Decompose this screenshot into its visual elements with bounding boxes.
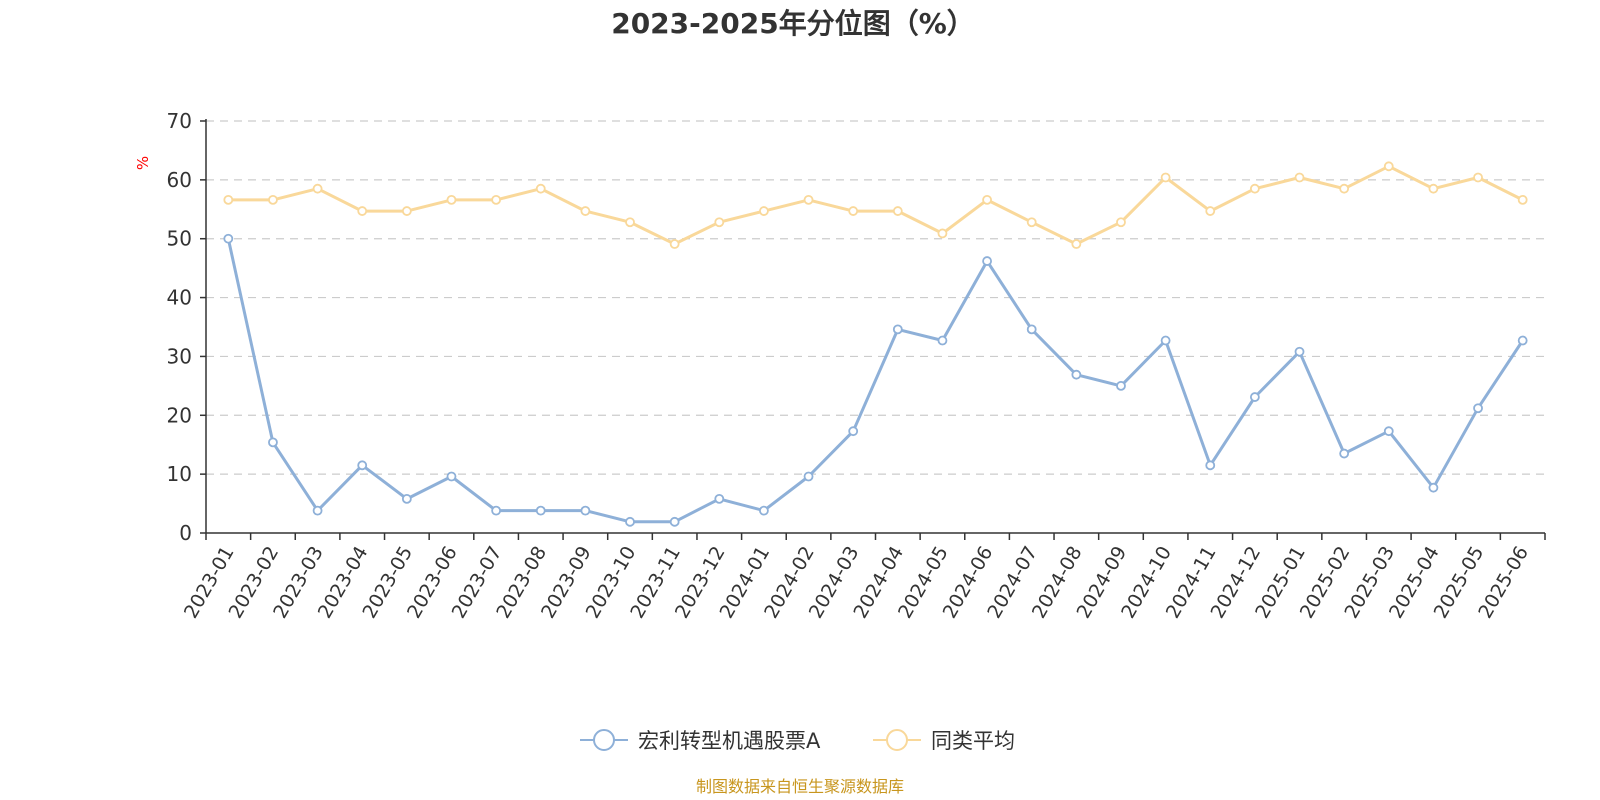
data-point bbox=[268, 194, 278, 205]
y-tick-label: 70 bbox=[167, 109, 192, 133]
data-point bbox=[848, 206, 859, 216]
data-point bbox=[580, 206, 591, 216]
data-point bbox=[1473, 403, 1483, 414]
x-axis-ticks: 2023-012023-022023-032023-042023-052023-… bbox=[180, 533, 1546, 622]
data-point bbox=[759, 505, 769, 516]
data-point bbox=[580, 505, 591, 516]
data-point bbox=[446, 471, 457, 482]
y-axis-unit: % bbox=[134, 156, 152, 170]
data-point bbox=[223, 233, 234, 244]
data-point bbox=[759, 206, 769, 216]
legend[interactable]: 宏利转型机遇股票A 同类平均 bbox=[580, 729, 1015, 753]
data-point bbox=[1249, 183, 1260, 194]
data-point bbox=[1428, 482, 1439, 493]
data-point bbox=[1116, 380, 1126, 391]
legend-item-1[interactable]: 宏利转型机遇股票A bbox=[580, 729, 821, 753]
series-line bbox=[226, 238, 1524, 524]
data-point bbox=[625, 516, 635, 527]
data-point bbox=[982, 256, 992, 266]
data-point bbox=[1249, 392, 1260, 402]
data-point bbox=[1294, 172, 1305, 183]
data-point bbox=[937, 335, 948, 346]
data-point bbox=[1517, 194, 1528, 205]
data-point bbox=[714, 217, 725, 228]
data-point bbox=[669, 516, 680, 527]
y-tick-label: 0 bbox=[179, 521, 192, 545]
legend-marker bbox=[593, 729, 615, 751]
series-1 bbox=[223, 233, 1528, 527]
legend-label: 宏利转型机遇股票A bbox=[638, 729, 821, 753]
source-note: 制图数据来自恒生聚源数据库 bbox=[696, 777, 904, 796]
data-point bbox=[1116, 217, 1126, 228]
data-point bbox=[535, 183, 546, 194]
data-point bbox=[491, 194, 502, 205]
data-point bbox=[1339, 183, 1350, 194]
data-point bbox=[803, 194, 814, 205]
data-point bbox=[1071, 239, 1082, 249]
data-point bbox=[1071, 369, 1082, 380]
data-point bbox=[446, 194, 457, 205]
data-point bbox=[1205, 206, 1216, 216]
gridlines bbox=[206, 120, 1545, 475]
data-point bbox=[937, 228, 948, 239]
data-point bbox=[312, 505, 323, 516]
y-tick-label: 20 bbox=[167, 403, 192, 427]
data-point bbox=[1428, 183, 1439, 194]
data-point bbox=[268, 437, 278, 448]
data-point bbox=[535, 505, 546, 516]
data-point bbox=[491, 505, 502, 516]
data-point bbox=[1383, 426, 1394, 437]
data-point bbox=[1160, 335, 1171, 346]
axes bbox=[205, 119, 1545, 534]
legend-label: 同类平均 bbox=[931, 729, 1015, 753]
y-tick-label: 40 bbox=[167, 286, 192, 310]
y-tick-label: 60 bbox=[167, 168, 192, 192]
data-point bbox=[1339, 448, 1350, 459]
series-line bbox=[228, 164, 1524, 246]
data-point bbox=[1294, 346, 1305, 357]
data-point bbox=[1160, 172, 1171, 183]
data-point bbox=[892, 206, 903, 216]
legend-marker bbox=[886, 729, 908, 751]
chart-title: 2023-2025年分位图（%） bbox=[611, 7, 975, 40]
data-point bbox=[1383, 161, 1394, 172]
data-point bbox=[1205, 460, 1216, 471]
data-point bbox=[1473, 172, 1483, 183]
data-point bbox=[1026, 324, 1037, 335]
data-point bbox=[982, 194, 992, 205]
data-point bbox=[1517, 335, 1528, 346]
series-2 bbox=[223, 161, 1528, 249]
y-tick-label: 30 bbox=[167, 344, 192, 368]
data-point bbox=[669, 239, 680, 249]
data-point bbox=[848, 426, 859, 437]
legend-item-2[interactable]: 同类平均 bbox=[873, 729, 1015, 753]
y-tick-label: 50 bbox=[167, 227, 192, 251]
y-axis-ticks: 0 10 20 30 40 50 60 70 bbox=[167, 109, 206, 545]
data-point bbox=[401, 206, 412, 216]
data-point bbox=[803, 471, 814, 482]
data-point bbox=[401, 493, 412, 504]
y-tick-label: 10 bbox=[167, 462, 192, 486]
data-point bbox=[714, 493, 725, 504]
data-point bbox=[357, 460, 368, 471]
data-point bbox=[625, 217, 635, 228]
data-point bbox=[1026, 217, 1037, 228]
data-point bbox=[357, 206, 368, 216]
data-point bbox=[223, 194, 234, 205]
data-point bbox=[892, 324, 903, 335]
data-point bbox=[312, 183, 323, 194]
series-group bbox=[223, 161, 1528, 527]
